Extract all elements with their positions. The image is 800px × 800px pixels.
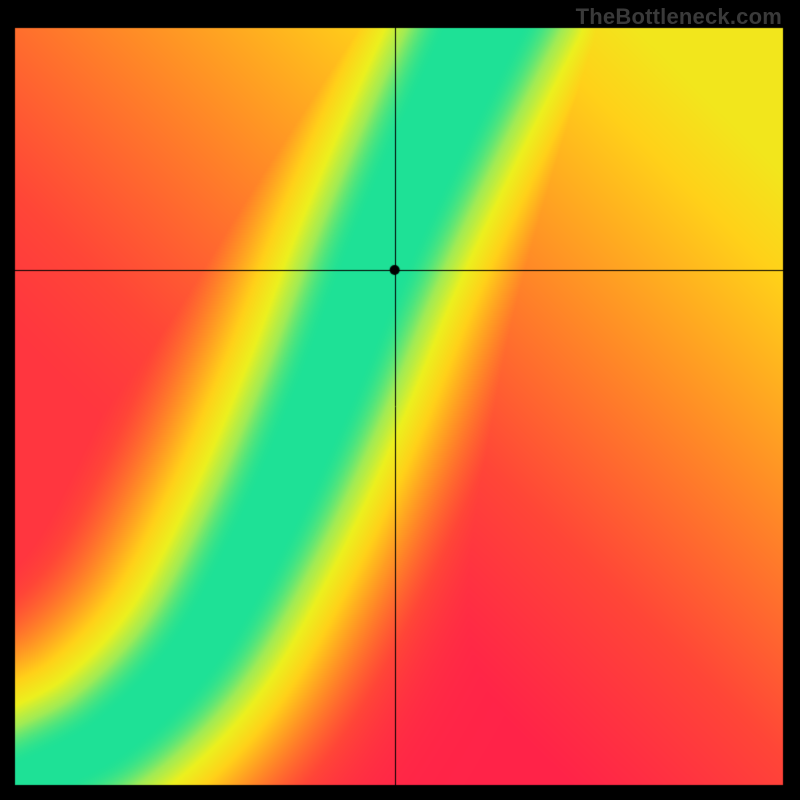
watermark-text: TheBottleneck.com	[576, 4, 782, 30]
bottleneck-heatmap	[0, 0, 800, 800]
